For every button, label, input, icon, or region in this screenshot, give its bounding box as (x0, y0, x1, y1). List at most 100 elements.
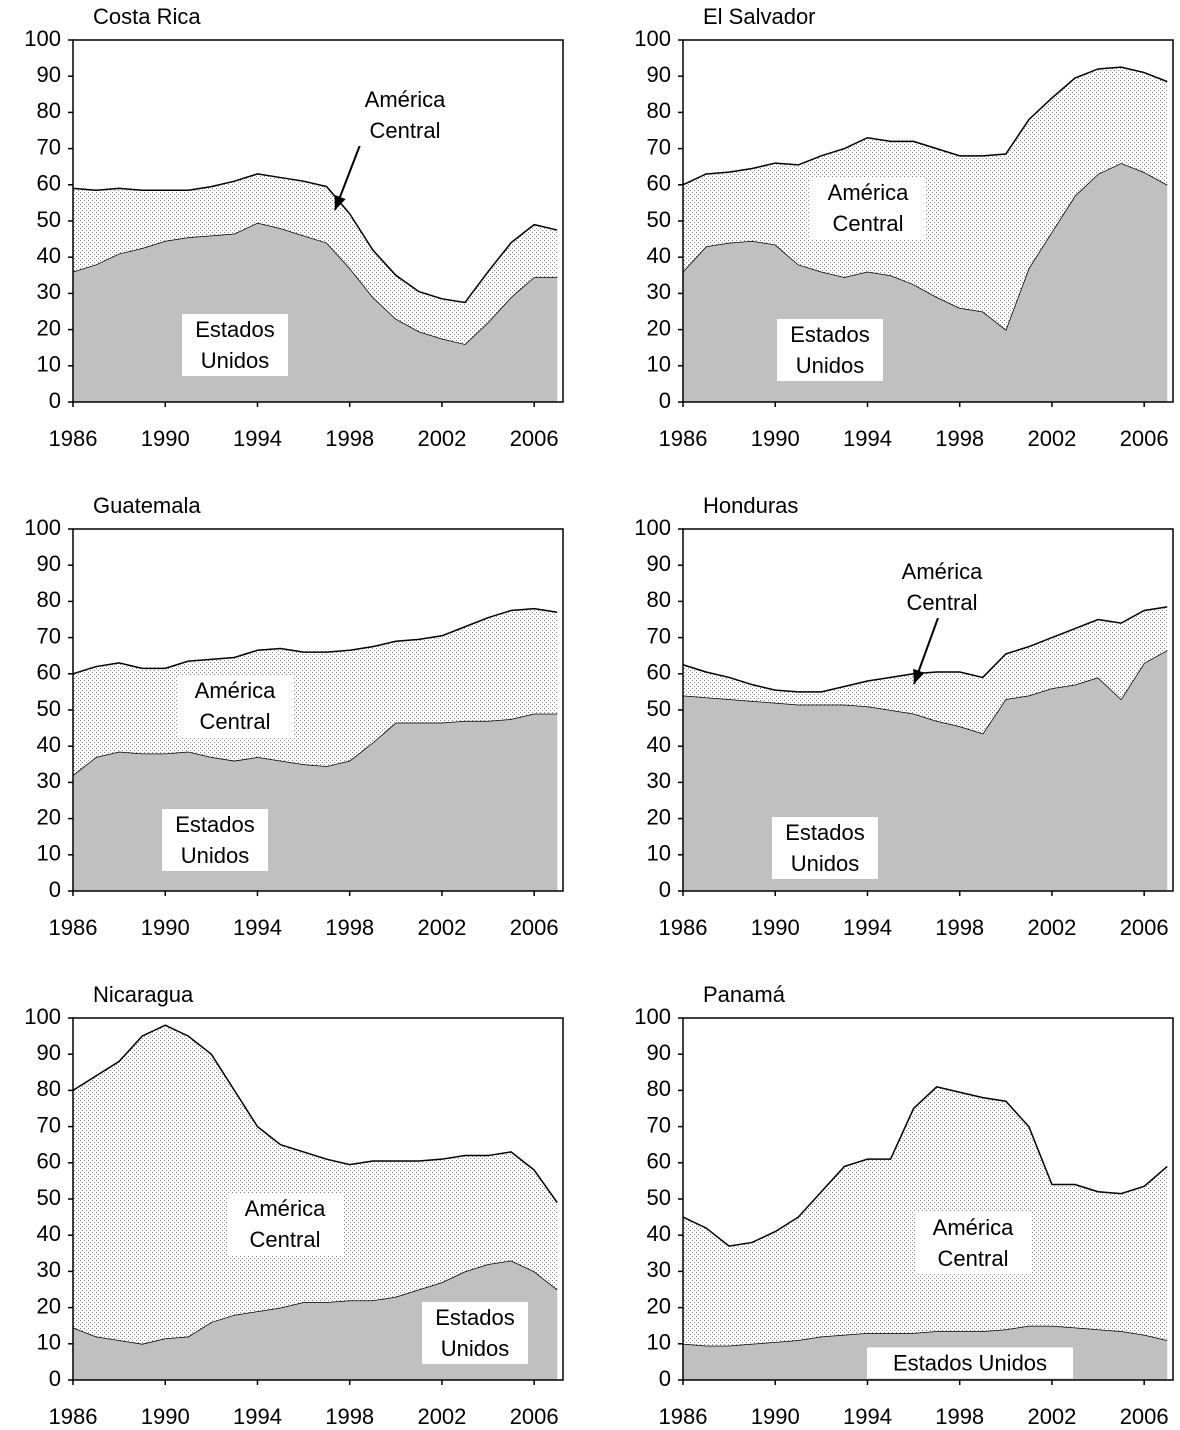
y-tick-label: 60 (647, 1149, 671, 1174)
y-tick-label: 0 (659, 1366, 671, 1391)
y-tick-label: 60 (647, 660, 671, 685)
series-label: América Central (810, 177, 926, 239)
y-tick-label: 90 (647, 1040, 671, 1065)
y-tick-label: 20 (37, 1293, 61, 1318)
x-tick-label: 2006 (1120, 426, 1169, 451)
area-edge (72, 607, 558, 675)
series-label: Estados Unidos (162, 809, 268, 871)
x-tick-label: 1994 (233, 915, 282, 940)
y-tick-label: 0 (659, 388, 671, 413)
y-tick-label: 30 (37, 1257, 61, 1282)
series-label: América Central (347, 84, 463, 146)
chart-title: Guatemala (93, 493, 201, 518)
area-edge (682, 1085, 1168, 1247)
y-tick-label: 100 (634, 26, 671, 51)
series-label: Estados Unidos (777, 319, 883, 381)
x-tick-label: 1998 (325, 915, 374, 940)
x-tick-label: 1998 (325, 426, 374, 451)
y-tick-label: 50 (647, 1185, 671, 1210)
x-tick-label: 1986 (49, 915, 98, 940)
x-tick-label: 1998 (935, 1404, 984, 1429)
x-tick-label: 2006 (510, 1404, 559, 1429)
y-tick-label: 20 (647, 804, 671, 829)
x-tick-label: 1990 (141, 915, 190, 940)
arrow-head (913, 668, 925, 684)
x-tick-label: 2006 (510, 915, 559, 940)
x-tick-label: 1994 (233, 426, 282, 451)
x-tick-label: 2002 (417, 1404, 466, 1429)
y-tick-label: 80 (647, 1076, 671, 1101)
y-tick-label: 40 (647, 243, 671, 268)
x-tick-label: 2002 (1027, 426, 1076, 451)
x-tick-label: 1994 (233, 1404, 282, 1429)
y-tick-label: 60 (37, 660, 61, 685)
y-tick-label: 90 (37, 62, 61, 87)
x-tick-label: 1986 (659, 426, 708, 451)
y-tick-label: 50 (647, 696, 671, 721)
x-tick-label: 2002 (417, 426, 466, 451)
y-tick-label: 30 (647, 1257, 671, 1282)
y-tick-label: 70 (37, 623, 61, 648)
y-tick-label: 100 (24, 1004, 61, 1029)
series-label: América Central (884, 556, 1000, 618)
series-label: América Central (177, 675, 293, 737)
x-tick-label: 2002 (1027, 1404, 1076, 1429)
series-label: Estados Unidos (867, 1347, 1073, 1379)
y-tick-label: 70 (647, 1112, 671, 1137)
x-tick-label: 1994 (843, 1404, 892, 1429)
area (73, 173, 558, 345)
y-tick-label: 100 (24, 26, 61, 51)
area (73, 1025, 558, 1344)
chart-title: Panamá (703, 982, 786, 1007)
series-label: Estados Unidos (422, 1302, 528, 1364)
y-tick-label: 0 (49, 388, 61, 413)
x-tick-label: 1990 (751, 1404, 800, 1429)
y-tick-label: 90 (647, 551, 671, 576)
y-tick-label: 40 (37, 732, 61, 757)
y-tick-label: 10 (37, 841, 61, 866)
y-tick-label: 0 (49, 1366, 61, 1391)
series-label: América Central (915, 1212, 1031, 1274)
x-tick-label: 2006 (1120, 1404, 1169, 1429)
y-tick-label: 70 (647, 134, 671, 159)
y-tick-label: 100 (24, 515, 61, 540)
y-tick-label: 80 (37, 587, 61, 612)
y-tick-label: 60 (647, 171, 671, 196)
y-tick-label: 20 (647, 315, 671, 340)
x-tick-label: 1986 (659, 915, 708, 940)
x-tick-label: 1998 (935, 426, 984, 451)
area-edge (72, 173, 558, 304)
y-tick-label: 40 (37, 1221, 61, 1246)
y-tick-label: 70 (37, 134, 61, 159)
y-tick-label: 10 (37, 352, 61, 377)
x-tick-label: 2002 (1027, 915, 1076, 940)
y-tick-label: 60 (37, 171, 61, 196)
y-tick-label: 90 (647, 62, 671, 87)
y-tick-label: 30 (37, 768, 61, 793)
area-edge (72, 1024, 558, 1204)
y-tick-label: 100 (634, 1004, 671, 1029)
area-edge (682, 162, 1168, 331)
series-label: Estados Unidos (182, 314, 288, 376)
x-tick-label: 1986 (49, 1404, 98, 1429)
chart-title: Honduras (703, 493, 798, 518)
y-tick-label: 50 (647, 207, 671, 232)
y-tick-label: 30 (37, 279, 61, 304)
x-tick-label: 2002 (417, 915, 466, 940)
x-tick-label: 1998 (935, 915, 984, 940)
y-tick-label: 50 (37, 696, 61, 721)
series-label: América Central (227, 1193, 343, 1255)
y-tick-label: 30 (647, 279, 671, 304)
area-edge (682, 66, 1168, 186)
x-tick-label: 1990 (141, 426, 190, 451)
y-tick-label: 20 (647, 1293, 671, 1318)
y-tick-label: 0 (49, 877, 61, 902)
y-tick-label: 50 (37, 207, 61, 232)
x-tick-label: 2006 (1120, 915, 1169, 940)
chart-title: Costa Rica (93, 4, 201, 29)
y-tick-label: 80 (37, 1076, 61, 1101)
chart-title: El Salvador (703, 4, 816, 29)
x-tick-label: 1986 (49, 426, 98, 451)
